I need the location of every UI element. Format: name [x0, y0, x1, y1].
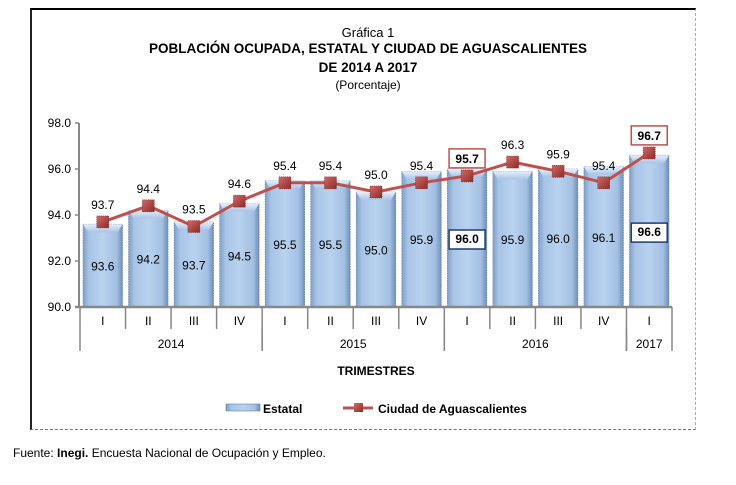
x-tick-label: IV: [234, 314, 245, 328]
bar-estatal: [401, 171, 442, 308]
line-marker: [460, 169, 474, 183]
line-value-label: 95.7: [455, 152, 479, 166]
line-marker: [96, 215, 110, 229]
chart-unit-label: (Porcentaje): [335, 78, 401, 92]
bar-estatal: [82, 223, 123, 308]
bar-estatal: [583, 166, 624, 308]
year-group-label: 2017: [636, 337, 663, 351]
line-marker: [187, 220, 201, 233]
bar-value-label: 95.9: [501, 233, 525, 247]
bar-value-label: 93.7: [182, 258, 206, 272]
bar-bevel: [128, 210, 169, 219]
line-value-label: 95.9: [546, 147, 570, 161]
x-tick-label: III: [371, 314, 381, 328]
chart-title: POBLACIÓN OCUPADA, ESTATAL Y CIUDAD DE A…: [148, 41, 588, 56]
line-marker: [415, 176, 428, 190]
bar-estatal: [173, 221, 214, 308]
chart-supertitle: Gráfica 1: [341, 25, 395, 40]
line-marker: [551, 165, 565, 178]
x-tick-label: I: [101, 314, 104, 328]
bar-estatal: [219, 203, 260, 308]
line-value-label: 96.3: [501, 138, 525, 152]
line-value-label: 94.6: [228, 177, 252, 191]
legend-swatch-ciudad-marker: [354, 403, 363, 412]
x-tick-label: I: [283, 314, 286, 328]
line-label-box: [448, 148, 486, 169]
x-tick-label: III: [553, 314, 563, 328]
line-marker: [324, 176, 337, 190]
bar-value-label: 95.5: [319, 238, 343, 252]
line-value-label: 95.4: [319, 159, 343, 173]
bar-estatal: [538, 168, 579, 308]
bar-value-label: 95.9: [410, 233, 434, 247]
bar-label-box: [630, 222, 668, 243]
bar-value-label: 95.5: [273, 238, 297, 252]
x-axis-title: TRIMESTRES: [337, 364, 414, 378]
x-tick-label: I: [465, 314, 468, 328]
source-prefix: Fuente:: [13, 446, 58, 460]
line-marker: [233, 194, 246, 208]
bar-bevel: [492, 171, 533, 180]
bar-label-box: [448, 229, 486, 250]
line-marker: [278, 176, 292, 190]
bar-estatal: [492, 171, 533, 308]
x-tick-label: II: [509, 314, 516, 328]
source-note: Fuente: Inegi. Encuesta Nacional de Ocup…: [13, 446, 326, 460]
legend-swatch-estatal: [225, 403, 261, 412]
x-tick-label: IV: [416, 314, 427, 328]
bar-value-label: 96.1: [592, 231, 616, 245]
chart-frame: [30, 8, 696, 430]
line-marker: [369, 185, 383, 199]
line-marker: [142, 199, 155, 213]
line-value-label: 95.0: [364, 168, 388, 182]
line-label-box: [630, 125, 668, 146]
line-value-label: 96.7: [638, 129, 662, 143]
bar-estatal: [264, 180, 305, 308]
bar-estatal: [128, 210, 169, 308]
line-value-label: 94.4: [137, 182, 161, 196]
legend-label-ciudad: Ciudad de Aguascalientes: [378, 402, 527, 416]
line-marker: [506, 155, 519, 169]
year-group-label: 2016: [522, 337, 549, 351]
legend-label-estatal: Estatal: [263, 402, 302, 416]
line-value-label: 95.4: [410, 159, 434, 173]
y-tick-label: 90.0: [48, 300, 72, 314]
year-group-label: 2015: [340, 337, 367, 351]
line-value-label: 93.5: [182, 203, 206, 217]
x-tick-label: III: [189, 314, 199, 328]
line-marker: [642, 146, 656, 160]
bar-value-label: 95.0: [364, 244, 388, 258]
bar-estatal: [310, 180, 351, 308]
chart-subtitle: DE 2014 A 2017: [318, 60, 418, 75]
x-tick-label: IV: [598, 314, 609, 328]
source-text: Encuesta Nacional de Ocupación y Empleo.: [88, 446, 326, 460]
x-tick-label: II: [327, 314, 334, 328]
bar-value-label: 94.2: [137, 253, 161, 267]
bar-value-label: 96.0: [546, 232, 570, 246]
y-tick-label: 92.0: [48, 254, 72, 268]
bar-estatal: [355, 191, 397, 308]
line-value-label: 95.4: [273, 159, 297, 173]
line-value-label: 93.7: [91, 198, 115, 212]
source-org: Inegi.: [57, 446, 89, 460]
y-tick-label: 96.0: [48, 162, 72, 176]
x-tick-label: I: [648, 314, 651, 328]
line-value-label: 95.4: [592, 159, 616, 173]
x-tick-label: II: [145, 314, 152, 328]
bar-bevel: [583, 166, 624, 175]
y-tick-label: 94.0: [48, 208, 72, 222]
line-marker: [597, 176, 610, 190]
year-group-label: 2014: [158, 337, 185, 351]
bar-value-label: 96.6: [638, 225, 662, 239]
bar-bevel: [401, 171, 442, 180]
y-tick-label: 98.0: [48, 116, 72, 130]
bar-value-label: 93.6: [91, 260, 115, 274]
bar-value-label: 96.0: [455, 232, 479, 246]
bar-value-label: 94.5: [228, 249, 252, 263]
